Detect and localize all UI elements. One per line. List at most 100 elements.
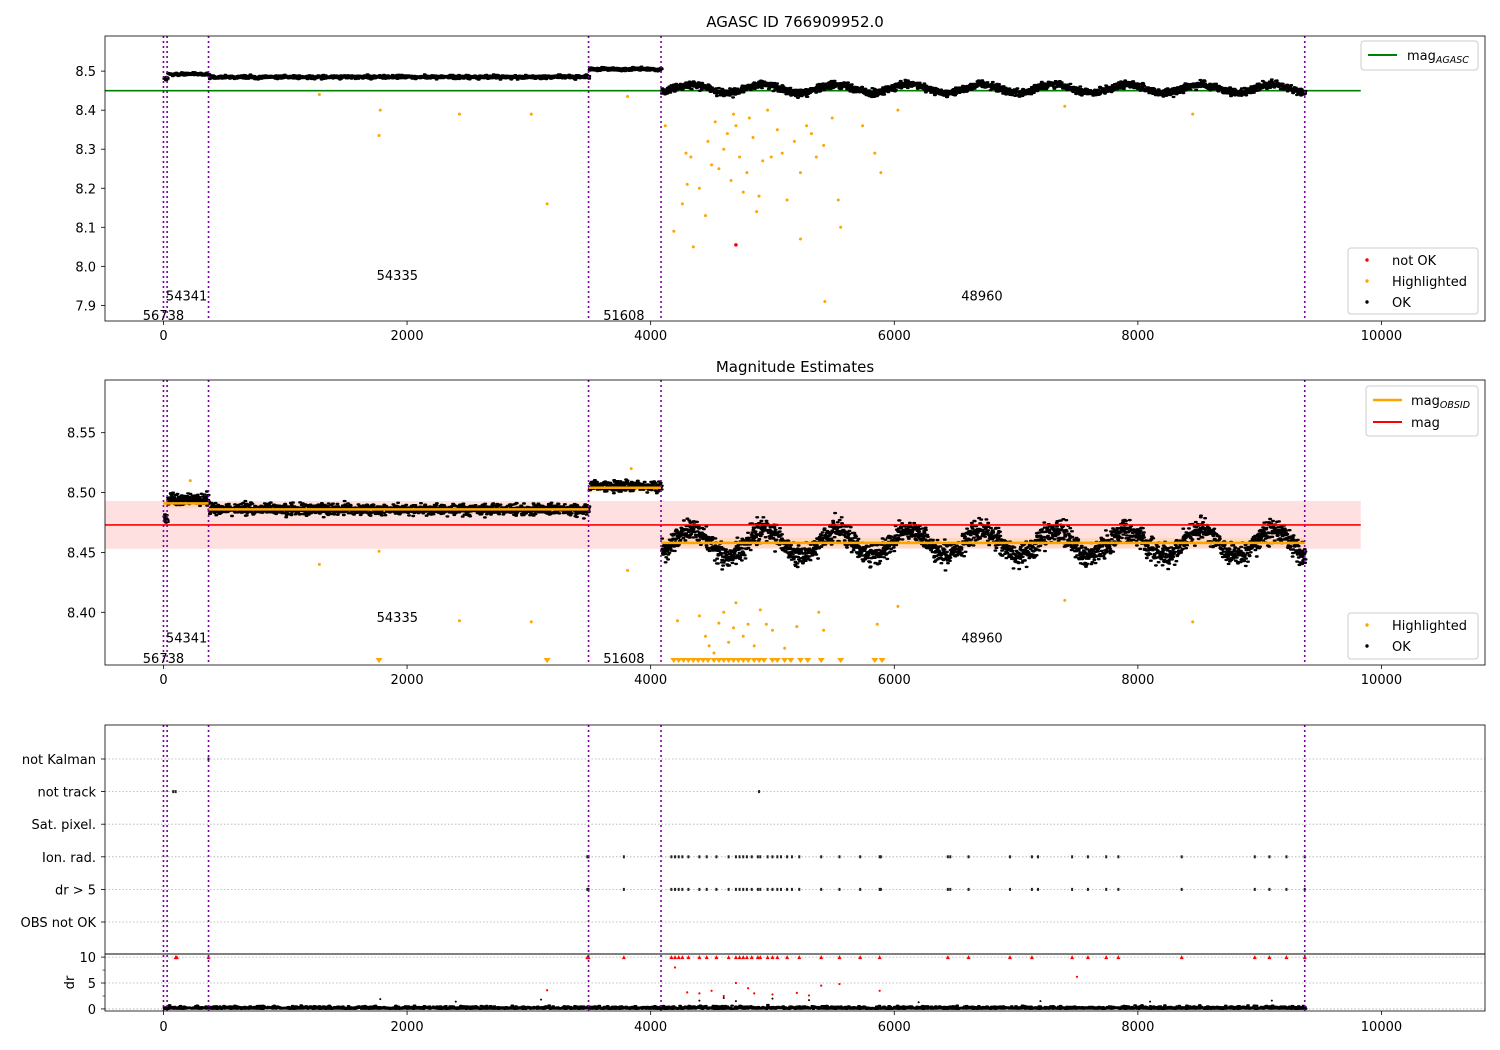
p2-ytick-label: 8.45 — [67, 546, 96, 561]
p2-highlighted-point — [875, 622, 879, 626]
dr-clipped-marker — [770, 955, 775, 960]
flag-mark — [1180, 887, 1183, 891]
flag-mark — [1071, 887, 1074, 891]
p2-obsid-label: 48960 — [961, 631, 1002, 646]
p1-obsid-label: 54335 — [377, 269, 418, 284]
p2-below-range-marker — [804, 658, 812, 663]
flag-row-label: Sat. pixel. — [32, 818, 96, 833]
flag-mark — [946, 855, 949, 859]
dr-large-point — [838, 982, 841, 986]
flag-mark — [698, 855, 701, 859]
flag-mark — [1086, 887, 1089, 891]
flag-mark — [1253, 855, 1256, 859]
p1-ytick-label: 8.4 — [75, 104, 96, 119]
dr-clipped-marker — [1116, 955, 1121, 960]
flag-mark — [759, 855, 762, 859]
p2-highlighted-point — [712, 651, 716, 655]
flag-mark — [766, 887, 769, 891]
dr-clipped-marker — [733, 955, 738, 960]
p1-highlighted-point — [672, 229, 676, 233]
dr-point — [734, 1000, 737, 1003]
p2-below-range-marker — [543, 658, 551, 663]
flag-mark — [758, 790, 761, 794]
p1-xtick-label: 6000 — [878, 329, 911, 344]
p2-point-legend-box — [1347, 612, 1479, 660]
p1-plot-area: 56738 54341 54335 51608 48960 — [105, 36, 1361, 321]
p2-ytick-label: 8.40 — [67, 606, 96, 621]
p1-xtick-label: 4000 — [634, 329, 667, 344]
p1-highlighted-point — [722, 147, 726, 151]
p2-xtick-label: 0 — [159, 673, 167, 688]
p2-below-range-marker — [734, 658, 742, 663]
flag-mark — [715, 887, 718, 891]
flag-mark — [670, 887, 673, 891]
p1-line-legend-box — [1360, 40, 1479, 71]
p2-highlighted-point — [188, 479, 192, 483]
dr-clipped-marker — [1085, 955, 1090, 960]
p1-ytick-label: 8.0 — [75, 260, 96, 275]
flag-mark — [674, 887, 677, 891]
flag-row-label: not track — [37, 786, 96, 801]
p2-obsid-label: 54341 — [166, 631, 207, 646]
p1-highlighted-point — [713, 120, 717, 124]
p1-highlighted-point — [377, 134, 381, 138]
p2-highlighted-point — [626, 568, 630, 572]
p2-below-range-marker — [773, 658, 781, 663]
p2-xtick-label: 8000 — [1121, 673, 1154, 688]
p1-highlighted-point — [691, 245, 695, 249]
p1-highlighted-point — [738, 155, 742, 159]
flag-mark — [776, 855, 779, 859]
p2-legend-mag-label: mag — [1411, 416, 1440, 431]
flag-mark — [174, 790, 177, 794]
dr-clipped-marker — [586, 955, 591, 960]
dr-clipped-marker — [1070, 955, 1075, 960]
flag-mark — [1117, 887, 1120, 891]
flag-mark — [878, 887, 881, 891]
flag-mark — [946, 887, 949, 891]
dr-point — [454, 1000, 457, 1003]
flag-mark — [674, 855, 677, 859]
p2-line-legend-box — [1365, 385, 1479, 437]
p2-highlighted-point — [741, 634, 745, 638]
dr-large-point — [795, 991, 798, 994]
dr-clipped-marker — [697, 955, 702, 960]
p1-highlighted-point — [545, 202, 549, 206]
flag-mark — [1036, 887, 1039, 891]
dr-clipped-marker — [673, 955, 678, 960]
p1-highlighted-point — [529, 112, 533, 116]
p2-below-range-marker — [878, 658, 886, 663]
dr-large-point — [546, 989, 549, 992]
p2-highlighted-point — [1063, 598, 1067, 602]
dr-clipped-marker — [1007, 955, 1012, 960]
dr-clipped-marker — [945, 955, 950, 960]
dr-point — [1149, 1000, 1152, 1003]
p1-highlighted-point — [626, 95, 630, 99]
p1-highlighted-point — [798, 171, 802, 175]
p1-ytick-label: 8.1 — [75, 221, 96, 236]
p1-frame — [104, 35, 1486, 322]
dr-clipped-marker — [1252, 955, 1257, 960]
flag-mark — [820, 855, 823, 859]
p1-highlighted-point — [761, 159, 765, 163]
p2-highlighted-point — [731, 626, 735, 630]
p1-highlighted-point — [706, 139, 710, 143]
dr-ylabel: dr — [63, 975, 78, 989]
flag-mark — [745, 887, 748, 891]
dr-clipped-marker — [744, 955, 749, 960]
p1-highlighted-point — [780, 151, 784, 155]
p1-highlighted-point — [830, 116, 834, 120]
p2-below-range-marker — [744, 658, 752, 663]
p3-xtick-label: 10000 — [1361, 1020, 1402, 1035]
flag-mark — [586, 887, 589, 891]
p2-highlighted-point — [783, 646, 787, 650]
dr-point — [698, 999, 701, 1002]
flag-mark — [207, 757, 210, 761]
flag-mark — [734, 855, 737, 859]
p2-highlighted-point — [817, 610, 821, 614]
p2-highlighted-point — [727, 640, 731, 644]
flag-mark — [1030, 887, 1033, 891]
p2-xtick-label: 4000 — [634, 673, 667, 688]
p1-highlighted-point — [1191, 112, 1195, 116]
p1-highlighted-point — [747, 116, 751, 120]
p2-below-range-marker — [715, 658, 723, 663]
